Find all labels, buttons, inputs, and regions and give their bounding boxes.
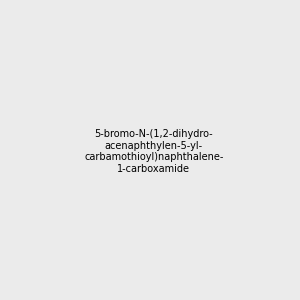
Text: 5-bromo-N-(1,2-dihydro-
acenaphthylen-5-yl-
carbamothioyl)naphthalene-
1-carboxa: 5-bromo-N-(1,2-dihydro- acenaphthylen-5-… (84, 129, 224, 174)
